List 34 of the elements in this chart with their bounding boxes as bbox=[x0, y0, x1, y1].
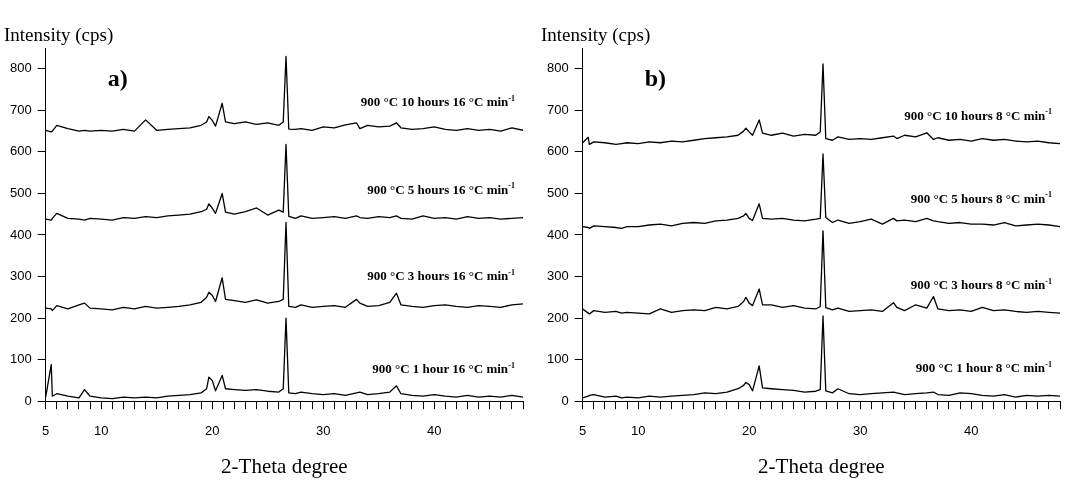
y-tick-label: 100 bbox=[546, 351, 569, 367]
y-tick-label: 200 bbox=[9, 309, 32, 325]
y-tick-label: 600 bbox=[546, 143, 569, 159]
x-tick-label: 20 bbox=[741, 422, 757, 438]
y-tick-label: 300 bbox=[546, 268, 569, 284]
x-tick-label: 5 bbox=[579, 422, 587, 438]
y-axis-title: Intensity (cps) bbox=[541, 24, 651, 47]
y-tick-label: 100 bbox=[9, 351, 32, 367]
x-tick-label: 40 bbox=[426, 422, 442, 438]
x-tick-label: 30 bbox=[852, 422, 868, 438]
x-axis-title: 2-Theta degree bbox=[221, 453, 348, 478]
x-tick-label: 30 bbox=[315, 422, 331, 438]
y-tick-label: 700 bbox=[546, 101, 569, 117]
y-axis-title: Intensity (cps) bbox=[4, 24, 114, 47]
x-tick-label: 5 bbox=[42, 422, 50, 438]
y-tick-label: 300 bbox=[9, 268, 32, 284]
annotation: a) bbox=[107, 65, 128, 91]
y-tick-label: 700 bbox=[9, 101, 32, 117]
x-tick-label: 20 bbox=[204, 422, 220, 438]
y-tick-label: 0 bbox=[24, 392, 32, 408]
y-tick-label: 200 bbox=[546, 309, 569, 325]
y-tick-label: 400 bbox=[546, 226, 569, 242]
y-tick-label: 800 bbox=[9, 60, 32, 76]
y-tick-label: 600 bbox=[9, 143, 32, 159]
annotation: b) bbox=[644, 65, 667, 91]
y-tick-label: 500 bbox=[9, 185, 32, 201]
x-tick-label: 10 bbox=[93, 422, 109, 438]
y-tick-label: 0 bbox=[561, 392, 569, 408]
y-tick-label: 400 bbox=[9, 226, 32, 242]
y-tick-label: 500 bbox=[546, 185, 569, 201]
x-tick-label: 40 bbox=[963, 422, 979, 438]
x-axis-title: 2-Theta degree bbox=[758, 453, 885, 478]
y-tick-label: 800 bbox=[546, 60, 569, 76]
x-tick-label: 10 bbox=[630, 422, 646, 438]
